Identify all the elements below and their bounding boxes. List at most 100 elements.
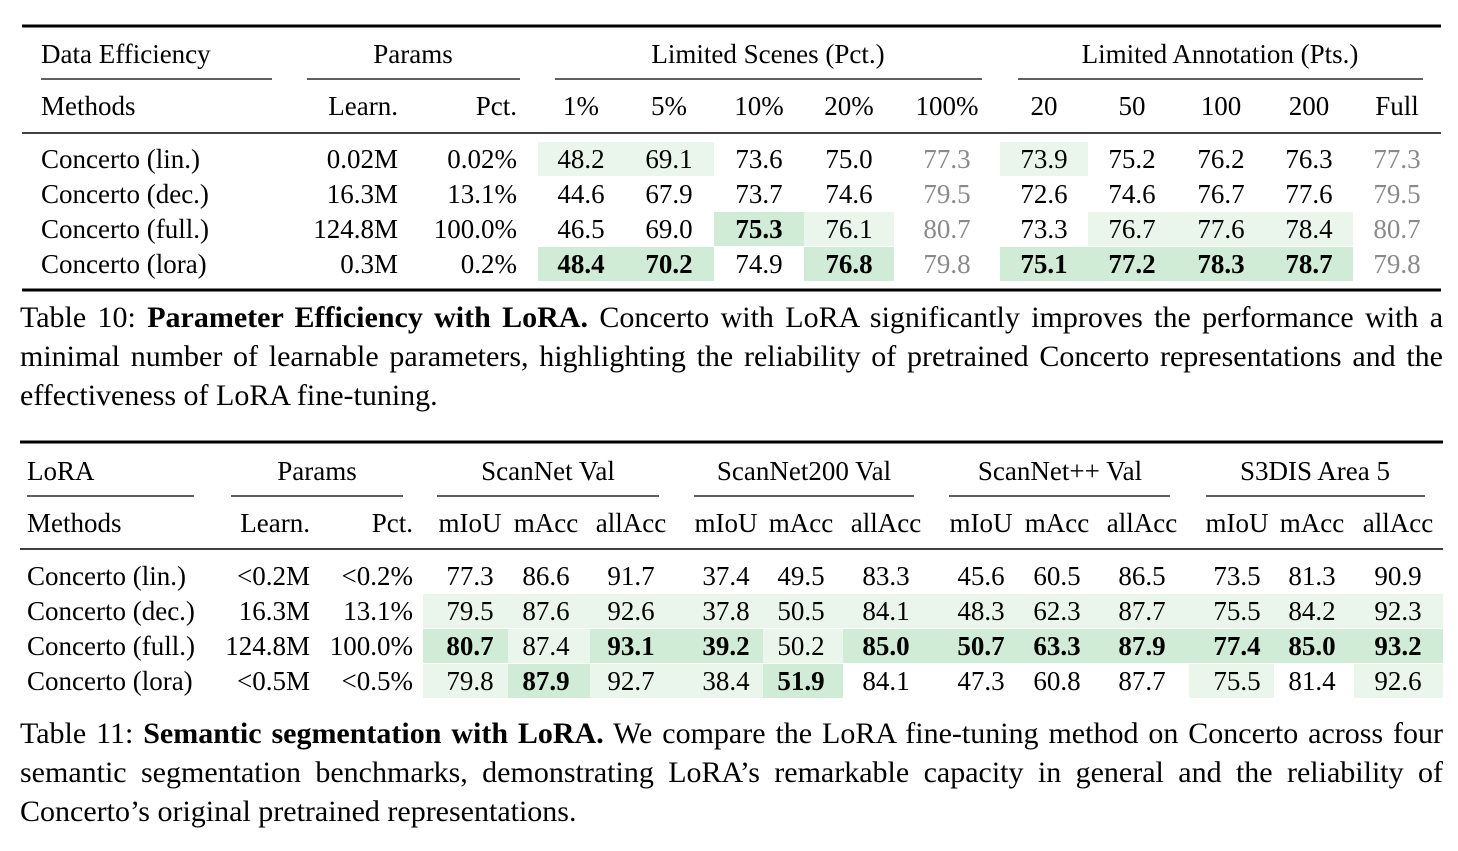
table10-table-cell: 76.8 (825, 249, 872, 279)
table11-cell-shade (1274, 594, 1354, 628)
table10-cell-shade (1088, 212, 1176, 246)
table10-column-header: 10% (734, 91, 784, 121)
table11-table-cell: 37.4 (702, 561, 750, 591)
table10-table-cell: 77.6 (1285, 179, 1332, 209)
table11-cell-shade (843, 594, 932, 628)
table11-table-cell: 77.3 (446, 561, 493, 591)
table11-cell-shade (678, 664, 763, 698)
table11-cell-shade (508, 664, 590, 698)
table10-row-method: Concerto (full.) (41, 214, 209, 244)
table11-table-cell: <0.5% (342, 666, 413, 696)
table11-column-header: mAcc (514, 508, 578, 538)
table10-table-cell: 73.3 (1020, 214, 1067, 244)
table11-table-cell: 87.9 (522, 666, 569, 696)
table11-table-cell: <0.2% (342, 561, 413, 591)
table11-table-cell: 79.5 (446, 596, 493, 626)
table11-cell-shade (590, 664, 678, 698)
table10-column-header: Pct. (476, 91, 517, 121)
table10-table-cell: 77.3 (1373, 144, 1420, 174)
table11-table-cell: 48.3 (957, 596, 1004, 626)
table10-table-cell: 77.2 (1108, 249, 1155, 279)
table11-group-header: ScanNet++ Val (978, 456, 1142, 486)
table11-column-header: mAcc (769, 508, 833, 538)
table11-cell-shade (763, 664, 843, 698)
table10-cell-shade (804, 247, 894, 281)
table11-cell-shade (590, 629, 678, 663)
table10-column-header: 200 (1289, 91, 1330, 121)
table11-table-cell: 124.8M (225, 631, 310, 661)
table10-table-cell: 76.3 (1285, 144, 1332, 174)
table11-table-cell: <0.2M (237, 561, 310, 591)
table11-table-cell: 85.0 (1288, 631, 1335, 661)
table10-table-cell: 124.8M (313, 214, 398, 244)
table11-table-cell: 47.3 (957, 666, 1004, 696)
table11-cell-shade (932, 629, 1015, 663)
table10-table-cell: 76.1 (825, 214, 872, 244)
table10-table-cell: 80.7 (923, 214, 970, 244)
table10-group-header: Params (373, 39, 452, 69)
table11-table-cell: 16.3M (239, 596, 310, 626)
table10-table-cell: 76.7 (1108, 214, 1155, 244)
table10-cell-shade (1176, 247, 1265, 281)
table11-cell-shade (1354, 629, 1443, 663)
table10-column-header: Methods (41, 91, 136, 121)
table10-table-cell: 75.1 (1020, 249, 1067, 279)
table11-table-cell: 85.0 (862, 631, 909, 661)
table10-table-cell: 79.8 (923, 249, 970, 279)
table10-column-header: 1% (563, 91, 599, 121)
table10-table-cell: 67.9 (645, 179, 692, 209)
table11-table-cell: <0.5M (237, 666, 310, 696)
table11-cell-shade (843, 629, 932, 663)
table11-cell-shade (1100, 629, 1189, 663)
table10-cell-shade (714, 212, 804, 246)
table-11-caption-text: We compare the LoRA fine-tuning method o… (20, 717, 1443, 828)
table11-table-cell: 84.1 (862, 666, 909, 696)
table11-table-cell: 92.3 (1374, 596, 1421, 626)
table10-table-cell: 76.7 (1197, 179, 1244, 209)
table10-column-header: 100 (1201, 91, 1242, 121)
table10-group-header: Limited Annotation (Pts.) (1082, 39, 1359, 69)
table11-table-cell: 77.4 (1213, 631, 1260, 661)
table10-table-cell: 48.2 (557, 144, 604, 174)
table11-column-header: Learn. (240, 508, 310, 538)
table10-column-header: Full (1375, 91, 1419, 121)
table10-cell-shade (538, 247, 626, 281)
table-10-caption: Table 10: Parameter Efficiency with LoRA… (20, 298, 1443, 415)
table10-table-cell: 74.6 (1108, 179, 1155, 209)
table-11-caption-title: Semantic segmentation with LoRA. (143, 717, 604, 750)
table10-table-cell: 79.5 (923, 179, 970, 209)
table10-table-cell: 77.6 (1197, 214, 1244, 244)
table10-table-cell: 74.9 (735, 249, 782, 279)
table11-cell-shade (678, 594, 763, 628)
table10-table-cell: 70.2 (645, 249, 692, 279)
table11-cell-shade (1354, 594, 1443, 628)
table10-cell-shade (626, 247, 714, 281)
table10-table-cell: 74.6 (825, 179, 872, 209)
table10-table-cell: 75.0 (825, 144, 872, 174)
table11-cell-shade (1100, 594, 1189, 628)
table11-table-cell: 86.6 (522, 561, 569, 591)
table10-table-cell: 0.02M (327, 144, 398, 174)
table11-column-header: mIoU (439, 508, 502, 538)
table-11: LoRA Params ScanNet Val ScanNet200 Val ScanN… (20, 440, 1443, 698)
table11-table-cell: 75.5 (1213, 666, 1260, 696)
table11-table-cell: 84.2 (1288, 596, 1335, 626)
table-10-caption-text: Concerto with LoRA significantly improve… (20, 301, 1444, 412)
table10-table-cell: 75.2 (1108, 144, 1155, 174)
table10-table-cell: 100.0% (434, 214, 517, 244)
table-11-caption: Table 11: Semantic segmentation with LoR… (20, 714, 1443, 831)
table10-table-cell: 79.5 (1373, 179, 1420, 209)
table11-table-cell: 80.7 (446, 631, 493, 661)
table10-cell-shade (626, 142, 714, 176)
table10-table-cell: 73.9 (1020, 144, 1067, 174)
table11-table-cell: 93.2 (1374, 631, 1421, 661)
table11-cell-shade (1189, 629, 1274, 663)
table11-table-cell: 81.4 (1288, 666, 1336, 696)
table10-table-cell: 80.7 (1373, 214, 1420, 244)
table11-cell-shade (1015, 629, 1100, 663)
table10-cell-shade (1088, 247, 1176, 281)
table11-table-cell: 83.3 (862, 561, 909, 591)
table11-cell-shade (1189, 664, 1274, 698)
table11-table-cell: 79.8 (446, 666, 493, 696)
table10-table-cell: 44.6 (557, 179, 604, 209)
